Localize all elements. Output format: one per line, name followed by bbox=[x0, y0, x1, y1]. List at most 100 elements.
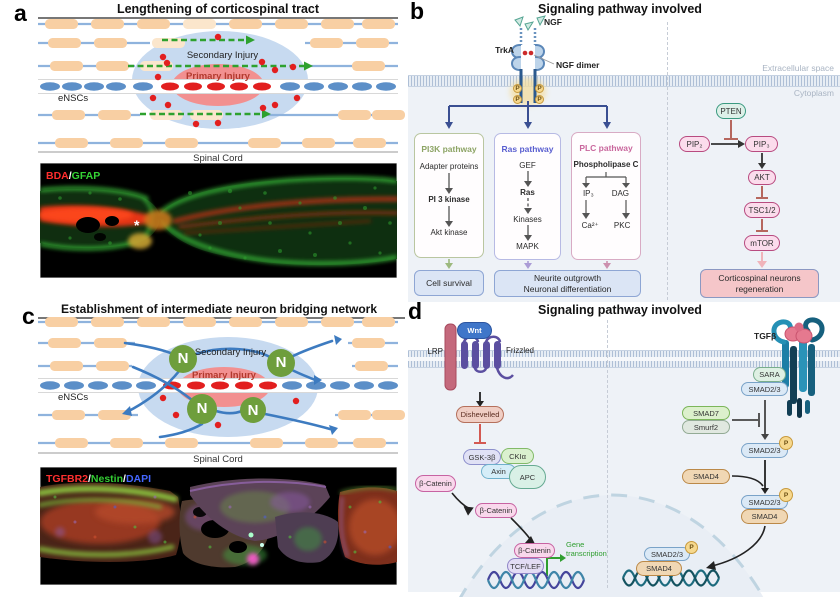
plc-dag: DAG bbox=[611, 189, 630, 198]
down-arrow-icon bbox=[523, 225, 532, 241]
pi3k-step3: Akt kinase bbox=[430, 228, 468, 237]
bda-red-fibers bbox=[172, 196, 397, 235]
phospho-badge: P bbox=[779, 488, 793, 502]
beta-catenin-node: β-Catenin bbox=[475, 503, 517, 518]
neuron-n-label: N bbox=[275, 354, 287, 371]
pi3k-title: PI3K pathway bbox=[421, 144, 477, 154]
slash: / bbox=[123, 473, 126, 485]
ngf-dimer-dot bbox=[522, 50, 528, 56]
panel-b-letter: b bbox=[410, 0, 425, 24]
beta-catenin-node: β-Catenin bbox=[415, 475, 456, 492]
tgfbr2-stain-label: TGFBR2 bbox=[46, 473, 88, 485]
pi3k-pathway-box: PI3K pathway Adapter proteins PI 3 kinas… bbox=[414, 133, 484, 258]
panel-c-diagram bbox=[38, 317, 405, 454]
ngf-dimer-label: NGF dimer bbox=[556, 60, 600, 70]
panel-a-title: Lengthening of corticospinal tract bbox=[116, 2, 320, 16]
cytoplasm-label: Cytoplasm bbox=[793, 88, 834, 98]
ras-title: Ras pathway bbox=[501, 144, 554, 154]
pathway-output-arrows bbox=[445, 259, 611, 269]
smad23-node: SMAD2/3 bbox=[644, 547, 690, 561]
panel-a-micrograph bbox=[40, 163, 397, 278]
neurite-outgrowth-box: Neurite outgrowth Neuronal differentiati… bbox=[494, 270, 641, 297]
spinal-cord-label: Spinal Cord bbox=[193, 454, 243, 465]
neurite-line2: Neuronal differentiation bbox=[523, 283, 612, 294]
ngf-label: NGF bbox=[544, 17, 562, 27]
slash: / bbox=[88, 473, 91, 485]
down-arrow-icon bbox=[445, 206, 453, 227]
tsc-mtor-inhibition-icon bbox=[756, 219, 768, 232]
result-line2: regeneration bbox=[735, 283, 784, 294]
smad4-node: SMAD4 bbox=[682, 469, 730, 484]
smad-cascade-connectors bbox=[706, 400, 769, 570]
plc-pkc: PKC bbox=[613, 221, 631, 230]
micrograph-c-legend: TGFBR2/Nestin/DAPI bbox=[46, 469, 151, 487]
injury-dots bbox=[149, 33, 301, 128]
cell-survival-label: Cell survival bbox=[426, 277, 472, 288]
bright-dot bbox=[260, 543, 264, 547]
mtor-axis-connectors bbox=[711, 120, 768, 268]
panel-b: b Signaling pathway involved Extracellul… bbox=[408, 0, 840, 302]
frizzled-label: Frizzled bbox=[506, 346, 535, 355]
smad23-node: SMAD2/3 bbox=[741, 443, 788, 458]
cki-node: CKIα bbox=[501, 448, 534, 464]
axin-node: Axin bbox=[481, 464, 516, 479]
plc-pathway-box: PLC pathway Phospholipase C IP₃ DAG Ca²⁺… bbox=[571, 132, 641, 260]
dishevelled-inhibition-icon bbox=[474, 424, 486, 444]
dapi-stain-label: DAPI bbox=[125, 473, 152, 485]
apc-node: APC bbox=[509, 465, 546, 489]
pip2-node: PIP₂ bbox=[679, 136, 710, 152]
smad23-node: SMAD2/3 bbox=[741, 495, 788, 509]
signal-branch-lines bbox=[448, 101, 608, 122]
gsk3b-node: GSK-3β bbox=[463, 449, 501, 465]
bda-stain-label: BDA bbox=[46, 170, 69, 182]
double-down-arrow-icon bbox=[582, 200, 630, 219]
smad7-inhibition-icon bbox=[732, 413, 760, 427]
wnt-receptor-complex bbox=[444, 323, 514, 391]
primary-injury-label: Primary Injury bbox=[192, 370, 256, 381]
pi3k-step1: Adapter proteins bbox=[419, 162, 479, 171]
tissue-right-chunk bbox=[337, 485, 397, 565]
dishevelled-node: Dishevelled bbox=[456, 406, 504, 423]
sara-node: SARA bbox=[753, 367, 786, 382]
gfap-stain-label: GFAP bbox=[71, 170, 101, 182]
smad23-node: SMAD2/3 bbox=[741, 382, 788, 396]
phospho-badge: P bbox=[779, 436, 793, 450]
tissue-right-mid-chunk bbox=[275, 512, 339, 563]
panel-d-divider bbox=[607, 320, 608, 588]
nestin-stain-label: Nestin bbox=[90, 473, 124, 485]
ras-step2: Ras bbox=[520, 188, 535, 197]
gene-line2: transcription bbox=[566, 549, 607, 559]
cell-survival-box: Cell survival bbox=[414, 270, 484, 296]
dna-helix-wnt bbox=[486, 570, 586, 590]
neurite-line1: Neurite outgrowth bbox=[533, 273, 602, 284]
ngf-dimer-dot bbox=[528, 50, 534, 56]
akt-tsc-inhibition-icon bbox=[756, 186, 768, 199]
lesion-overlap bbox=[144, 210, 172, 230]
phospho-badge: P bbox=[535, 84, 544, 93]
panel-b-divider bbox=[667, 22, 668, 300]
down-arrow-icon bbox=[445, 173, 453, 194]
pi3k-step2: PI 3 kinase bbox=[428, 195, 470, 204]
panel-c-letter: c bbox=[22, 303, 35, 329]
akt-node: AKT bbox=[748, 170, 776, 185]
pip3-node: PIP₃ bbox=[745, 136, 778, 152]
secondary-injury-label: Secondary Injury bbox=[186, 50, 259, 61]
primary-injury-label: Primary Injury bbox=[186, 71, 250, 82]
fiber-arrowheads bbox=[122, 335, 342, 435]
injury-dots bbox=[159, 394, 300, 429]
tcf-lef-node: TCF/LEF bbox=[507, 558, 544, 574]
ngf-ligand-icon bbox=[514, 15, 546, 32]
bright-dot bbox=[248, 532, 254, 538]
intermediate-neurons bbox=[169, 345, 295, 424]
panel-b-title: Signaling pathway involved bbox=[538, 2, 702, 16]
enscs-cells bbox=[40, 381, 398, 390]
mixed-speckles bbox=[53, 495, 392, 554]
dimer-pointer-line bbox=[533, 54, 555, 65]
regenerating-axon-arrows bbox=[128, 38, 304, 116]
frizzled-receptor bbox=[461, 335, 514, 380]
spinal-cord-label: Spinal Cord bbox=[193, 153, 243, 164]
panel-c-micrograph bbox=[40, 467, 397, 585]
ras-step3: Kinases bbox=[513, 215, 542, 224]
trka-label: TrkA bbox=[495, 45, 514, 55]
yellow-blob bbox=[128, 233, 152, 249]
